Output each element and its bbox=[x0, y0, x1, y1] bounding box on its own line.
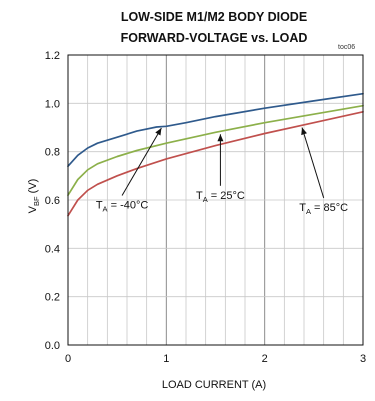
x-tick-label: 3 bbox=[360, 353, 366, 365]
series-group bbox=[67, 92, 364, 217]
annotation-arrowhead-3 bbox=[301, 127, 307, 136]
chart-code: toc06 bbox=[338, 44, 355, 51]
grid bbox=[68, 55, 363, 345]
annotation-group: TA = -40°CTA = 25°CTA = 85°C bbox=[96, 127, 348, 216]
y-tick-label: 0.6 bbox=[45, 195, 60, 207]
annotation-main: T bbox=[96, 199, 103, 211]
y-tick-label: 0.8 bbox=[45, 147, 60, 159]
annotation-arrow-1 bbox=[121, 127, 162, 196]
y-axis-label-main: V bbox=[27, 205, 39, 213]
annotation-label-3: TA = 85°C bbox=[299, 202, 348, 216]
annotation-sub: A bbox=[103, 204, 108, 213]
annotation-arrowhead-1 bbox=[155, 127, 162, 136]
x-tick-labels: 0 1 2 3 bbox=[65, 353, 366, 365]
series-line-1 bbox=[67, 92, 364, 168]
y-axis-label: VBF (V) bbox=[27, 179, 41, 214]
x-axis-label: LOAD CURRENT (A) bbox=[162, 379, 266, 391]
y-tick-labels: 0.0 0.2 0.4 0.6 0.8 1.0 1.2 bbox=[45, 50, 60, 352]
y-axis-label-sub: BF bbox=[32, 196, 41, 206]
annotation-main: T bbox=[299, 202, 306, 214]
x-tick-label: 2 bbox=[262, 353, 268, 365]
x-tick-label: 0 bbox=[65, 353, 71, 365]
y-tick-label: 0.2 bbox=[45, 292, 60, 304]
chart-title-line2: FORWARD-VOLTAGE vs. LOAD bbox=[121, 31, 308, 45]
y-tick-label: 0.0 bbox=[45, 340, 60, 352]
annotation-label-2: TA = 25°C bbox=[196, 190, 245, 204]
plot-frame bbox=[67, 54, 364, 346]
annotation-sub: A bbox=[203, 195, 208, 204]
annotation-main: T bbox=[196, 190, 203, 202]
annotation-rest: = -40°C bbox=[108, 199, 149, 211]
annotation-label-1: TA = -40°C bbox=[96, 199, 149, 213]
chart-title-line1: LOW-SIDE M1/M2 BODY DIODE bbox=[121, 10, 307, 24]
y-tick-label: 1.0 bbox=[45, 98, 60, 110]
annotation-arrow-3 bbox=[301, 127, 325, 199]
y-axis-label-unit: (V) bbox=[27, 179, 39, 197]
x-tick-label: 1 bbox=[163, 353, 169, 365]
y-tick-label: 0.4 bbox=[45, 243, 60, 255]
series-line-3 bbox=[67, 110, 364, 217]
annotation-arrowhead-2 bbox=[217, 134, 224, 142]
series-line-2 bbox=[67, 104, 364, 197]
annotation-sub: A bbox=[306, 207, 311, 216]
y-tick-label: 1.2 bbox=[45, 50, 60, 62]
annotation-rest: = 85°C bbox=[311, 202, 348, 214]
annotation-rest: = 25°C bbox=[208, 190, 245, 202]
